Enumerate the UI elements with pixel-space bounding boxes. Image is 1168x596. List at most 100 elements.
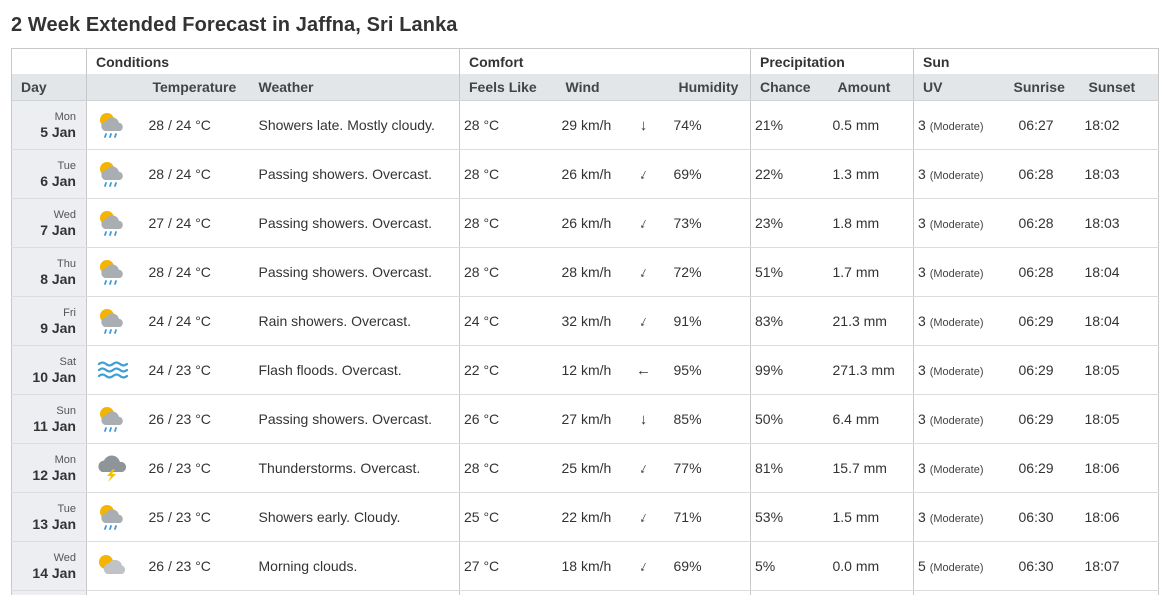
weather-icon-cell bbox=[86, 443, 137, 493]
col-header-humidity: Humidity bbox=[658, 74, 751, 101]
uv-cell: 5 (Moderate) bbox=[913, 541, 1004, 591]
weather-icon-cell bbox=[86, 149, 137, 199]
sunset-cell: 18:06 bbox=[1084, 443, 1160, 493]
table-row: Mon 5 Jan 28 / 24 °C Showers late. Mostl… bbox=[11, 100, 1160, 150]
day-cell: Tue 13 Jan bbox=[11, 492, 87, 542]
day-date: 12 Jan bbox=[32, 467, 76, 483]
humidity-cell: 74% bbox=[658, 100, 751, 150]
group-header-conditions: Conditions bbox=[86, 48, 460, 74]
weather-icon-cell bbox=[86, 100, 137, 150]
col-header-temperature: Temperature bbox=[136, 74, 252, 101]
feels-like-cell: 26 °C bbox=[459, 394, 557, 444]
precip-chance-cell: 22% bbox=[750, 149, 828, 199]
precip-amount-cell: 6.4 mm bbox=[827, 394, 914, 444]
day-cell: Wed 7 Jan bbox=[11, 198, 87, 248]
col-header-day: Day bbox=[11, 74, 87, 101]
day-name: Mon bbox=[54, 454, 76, 466]
sunset-cell: 18:05 bbox=[1084, 394, 1160, 444]
humidity-cell: 91% bbox=[658, 296, 751, 346]
uv-description: (Moderate) bbox=[929, 366, 984, 378]
sunrise-cell: 06:30 bbox=[1003, 541, 1085, 591]
humidity-cell: 77% bbox=[658, 443, 751, 493]
sunrise-cell: 06:30 bbox=[1003, 492, 1085, 542]
uv-cell: 3 (Moderate) bbox=[913, 443, 1004, 493]
wind-speed-cell: 27 km/h bbox=[556, 394, 629, 444]
page-title: 2 Week Extended Forecast in Jaffna, Sri … bbox=[11, 14, 458, 36]
day-cell: Mon 12 Jan bbox=[11, 443, 87, 493]
wind-arrow-icon: ↓ bbox=[636, 458, 651, 478]
wind-arrow-icon: ↓ bbox=[636, 262, 651, 282]
feels-like-cell: 24 °C bbox=[459, 296, 557, 346]
wind-speed-cell: 32 km/h bbox=[556, 296, 629, 346]
uv-description: (Moderate) bbox=[929, 464, 984, 476]
precip-chance-cell: 99% bbox=[750, 345, 828, 395]
precip-amount-cell: 1.3 mm bbox=[827, 149, 914, 199]
uv-cell: 3 (Moderate) bbox=[913, 100, 1004, 150]
sunrise-cell: 06:29 bbox=[1003, 394, 1085, 444]
sunrise-cell: 06:28 bbox=[1003, 247, 1085, 297]
weather-cell: Passing showers. Overcast. bbox=[251, 394, 460, 444]
humidity-cell: 71% bbox=[658, 492, 751, 542]
weather-cell: Showers early. Cloudy. bbox=[251, 492, 460, 542]
rain-showers-icon bbox=[99, 260, 123, 285]
day-name: Thu bbox=[57, 258, 76, 270]
group-header-precipitation: Precipitation bbox=[749, 48, 914, 74]
group-header-row: Conditions Comfort Precipitation Sun bbox=[11, 48, 1160, 74]
day-cell: Thu 8 Jan bbox=[11, 247, 87, 297]
day-cell: Sat 10 Jan bbox=[11, 345, 87, 395]
day-name: Sat bbox=[59, 356, 76, 368]
precip-amount-cell: 1.7 mm bbox=[827, 247, 914, 297]
precip-amount-cell: 271.3 mm bbox=[827, 345, 914, 395]
day-cell: Sun 11 Jan bbox=[11, 394, 87, 444]
temperature-cell: 26 / 23 °C bbox=[136, 541, 252, 591]
uv-description: (Moderate) bbox=[929, 513, 984, 525]
feels-like-cell: 28 °C bbox=[459, 443, 557, 493]
wind-arrow-icon: ← bbox=[636, 361, 651, 379]
day-date: 11 Jan bbox=[33, 418, 76, 434]
table-row: Sun 11 Jan 26 / 23 °C Passing showers. O… bbox=[11, 394, 1160, 444]
feels-like-cell: 22 °C bbox=[459, 345, 557, 395]
wind-direction-cell: ↓ bbox=[628, 296, 659, 346]
rain-showers-icon bbox=[99, 211, 123, 236]
wind-direction-cell: ↓ bbox=[628, 198, 659, 248]
feels-like-cell: 27 °C bbox=[459, 541, 557, 591]
col-header-feels-like: Feels Like bbox=[459, 74, 557, 101]
weather-cell: Showers late. Mostly cloudy. bbox=[251, 100, 460, 150]
temperature-cell: 28 / 24 °C bbox=[136, 100, 252, 150]
precip-amount-cell: 0.5 mm bbox=[827, 100, 914, 150]
partly-cloudy-icon bbox=[98, 555, 125, 574]
uv-description: (Moderate) bbox=[929, 562, 984, 574]
wind-speed-cell: 25 km/h bbox=[556, 443, 629, 493]
wind-direction-cell: ↓ bbox=[628, 149, 659, 199]
sunset-cell: 18:05 bbox=[1084, 345, 1160, 395]
weather-cell: Passing showers. Overcast. bbox=[251, 247, 460, 297]
uv-description: (Moderate) bbox=[929, 121, 984, 133]
wind-direction-cell: ← bbox=[628, 345, 659, 395]
group-header-day bbox=[11, 48, 87, 74]
day-cell: Mon 5 Jan bbox=[11, 100, 87, 150]
precip-chance-cell: 50% bbox=[750, 394, 828, 444]
temperature-cell: 28 / 24 °C bbox=[136, 149, 252, 199]
table-row: Mon 12 Jan 26 / 23 °C Thunderstorms. Ove… bbox=[11, 443, 1160, 493]
uv-value: 3 bbox=[918, 411, 926, 427]
forecast-table: Conditions Comfort Precipitation Sun Day… bbox=[11, 48, 1160, 595]
precip-chance-cell: 53% bbox=[750, 492, 828, 542]
weather-cell: Morning clouds. bbox=[251, 541, 460, 591]
weather-icon-cell bbox=[86, 345, 137, 395]
uv-description: (Moderate) bbox=[929, 219, 984, 231]
precip-amount-cell: 21.3 mm bbox=[827, 296, 914, 346]
day-cell: Tue 6 Jan bbox=[11, 149, 87, 199]
sunrise-cell: 06:27 bbox=[1003, 100, 1085, 150]
uv-value: 3 bbox=[918, 215, 926, 231]
sunset-cell: 18:03 bbox=[1084, 149, 1160, 199]
weather-icon-cell bbox=[86, 541, 137, 591]
weather-cell: Rain showers. Overcast. bbox=[251, 296, 460, 346]
day-name: Sun bbox=[56, 405, 76, 417]
temperature-cell: 27 / 24 °C bbox=[136, 198, 252, 248]
column-header-row: Day Temperature Weather Feels Like Wind … bbox=[11, 74, 1160, 101]
uv-cell: 3 (Moderate) bbox=[913, 345, 1004, 395]
humidity-cell: 72% bbox=[658, 247, 751, 297]
wind-speed-cell: 26 km/h bbox=[556, 149, 629, 199]
temperature-cell: 24 / 24 °C bbox=[136, 296, 252, 346]
table-row-partial bbox=[11, 590, 1160, 595]
